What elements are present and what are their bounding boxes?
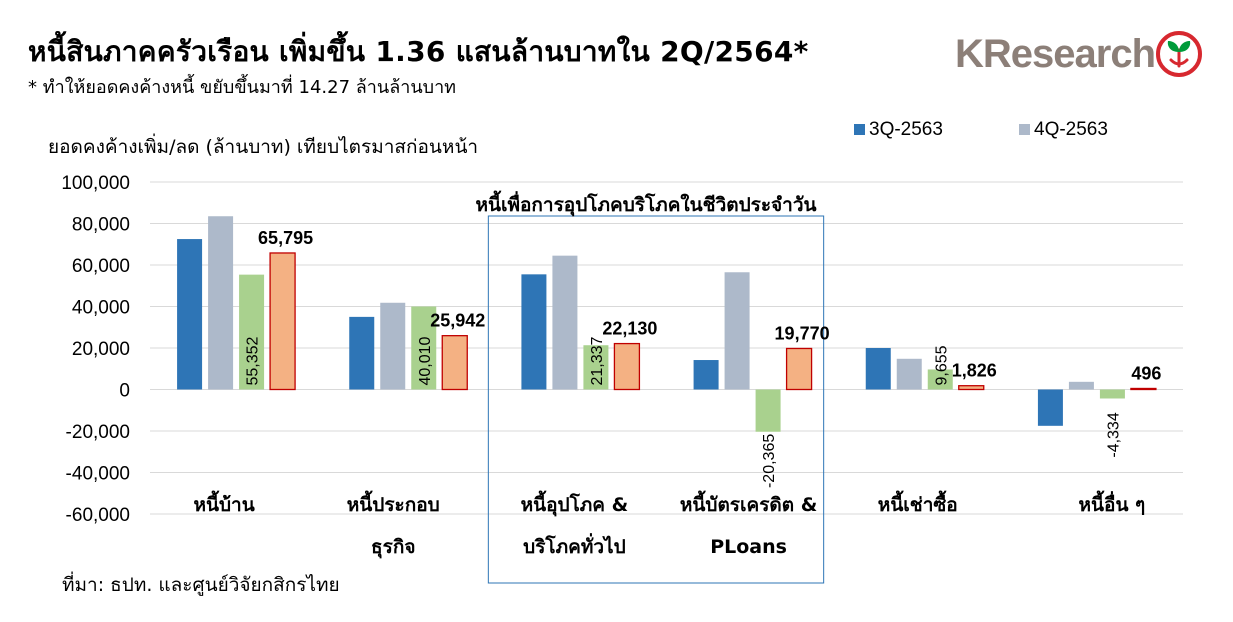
bar-s2-c0 xyxy=(239,274,265,390)
category-label: หนี้อุปโภค & บริโภคทั่วไป xyxy=(484,484,664,568)
legend-swatch-4q-2563 xyxy=(1019,124,1030,135)
consumption-highlight-box xyxy=(487,215,825,584)
category-label-line: หนี้เช่าซื้อ xyxy=(877,494,958,516)
category-label: หนี้ประกอบธุรกิจ xyxy=(303,484,483,568)
category-label-line: PLoans xyxy=(710,536,787,558)
data-label: 22,130 xyxy=(602,319,657,339)
data-label-rotated: 55,352 xyxy=(245,336,262,385)
bar-s1-c1 xyxy=(380,302,406,390)
page-subtitle: * ทำให้ยอดคงค้างหนี้ ขยับขึ้นมาที่ 14.27… xyxy=(28,77,457,98)
bar-s2-c2 xyxy=(583,345,609,390)
y-tick-label: 80,000 xyxy=(72,215,130,236)
category-label-line: ธุรกิจ xyxy=(371,536,416,558)
y-tick-label: 20,000 xyxy=(72,339,130,360)
category-label-line: หนี้อื่น ๆ xyxy=(1078,494,1146,516)
bar-s0-c4 xyxy=(865,348,891,390)
bar-s1-c0 xyxy=(208,216,234,390)
logo-text: KResearch xyxy=(955,32,1156,76)
legend-label: 3Q-2563 xyxy=(869,119,943,140)
bar-s0-c5 xyxy=(1037,389,1063,426)
bar-s0-c3 xyxy=(693,360,719,390)
data-label: 496 xyxy=(1131,363,1161,383)
bar-s1-c4 xyxy=(896,358,922,390)
chart-annotation: หนี้เพื่อการอุปโภคบริโภคในชีวิตประจำวัน xyxy=(475,190,816,217)
y-tick-labels: 100,000 80,000 60,000 40,000 20,000 0 -20,000 -… xyxy=(61,173,130,526)
grid-lines xyxy=(150,181,1183,515)
y-tick-label: -20,000 xyxy=(66,422,130,443)
y-tick-label: 60,000 xyxy=(72,256,130,277)
legend-label: 4Q-2563 xyxy=(1034,119,1108,140)
bar-s3-c1 xyxy=(441,335,468,391)
bar-s2-c4 xyxy=(927,369,953,390)
bar-s3-c0 xyxy=(269,252,296,391)
kbank-leaf-icon xyxy=(1156,31,1202,77)
bars xyxy=(177,216,1157,432)
category-label-line: หนี้ประกอบ xyxy=(346,494,440,516)
category-label: หนี้เช่าซื้อ xyxy=(828,484,1008,526)
data-label: 65,795 xyxy=(258,228,313,248)
bar-s3-c2 xyxy=(613,342,641,391)
category-label: หนี้บัตรเครดิต & PLoans xyxy=(659,484,839,568)
page-title: หนี้สินภาคครัวเรือน เพิ่มขึ้น 1.36 แสนล้… xyxy=(28,35,809,68)
bar-s0-c2 xyxy=(521,274,547,390)
bar-s3-c5 xyxy=(1130,387,1157,391)
data-label: 19,770 xyxy=(775,323,830,343)
bar-s1-c3 xyxy=(724,272,750,390)
source-note: ที่มา: ธปท. และศูนย์วิจัยกสิกรไทย xyxy=(62,574,340,596)
data-label-rotated: -4,334 xyxy=(1105,412,1122,457)
data-label: 25,942 xyxy=(430,311,485,331)
y-tick-label: -60,000 xyxy=(66,505,130,526)
category-label-line: หนี้บัตรเครดิต & xyxy=(679,494,818,516)
bar-s0-c0 xyxy=(177,239,203,390)
y-tick-label: 100,000 xyxy=(61,173,130,194)
y-tick-label: 40,000 xyxy=(72,298,130,319)
category-label: หนี้บ้าน xyxy=(134,484,314,526)
bar-s3-c3 xyxy=(785,347,813,391)
bar-s3-c4 xyxy=(958,385,985,391)
data-label-rotated: 9,655 xyxy=(933,345,950,385)
bar-s2-c3 xyxy=(755,389,781,432)
data-label-rotated: 21,337 xyxy=(589,336,606,385)
bar-s1-c5 xyxy=(1068,381,1094,390)
category-label: หนี้อื่น ๆ xyxy=(1022,484,1202,526)
y-tick-label: -40,000 xyxy=(66,464,130,485)
category-label-line: หนี้อุปโภค & xyxy=(520,494,629,516)
bar-s2-c5 xyxy=(1099,389,1125,399)
data-label-rotated: 40,010 xyxy=(417,336,434,385)
data-label-rotated: -20,365 xyxy=(761,434,778,488)
category-label-line: บริโภคทั่วไป xyxy=(523,536,626,558)
category-label-line: หนี้บ้าน xyxy=(193,494,255,516)
legend-swatch-3q-2563 xyxy=(854,124,865,135)
bar-s1-c2 xyxy=(552,255,578,390)
y-tick-label: 0 xyxy=(119,381,130,402)
legend-item-3q-2563: 3Q-2563 xyxy=(854,119,943,141)
y-axis-label: ยอดคงค้างเพิ่ม/ลด (ล้านบาท) เทียบไตรมาสก… xyxy=(48,136,479,158)
legend-item-4q-2563: 4Q-2563 xyxy=(1019,119,1108,141)
bar-s0-c1 xyxy=(349,316,375,390)
data-label: 1,826 xyxy=(952,361,997,381)
bar-s2-c1 xyxy=(411,306,437,390)
